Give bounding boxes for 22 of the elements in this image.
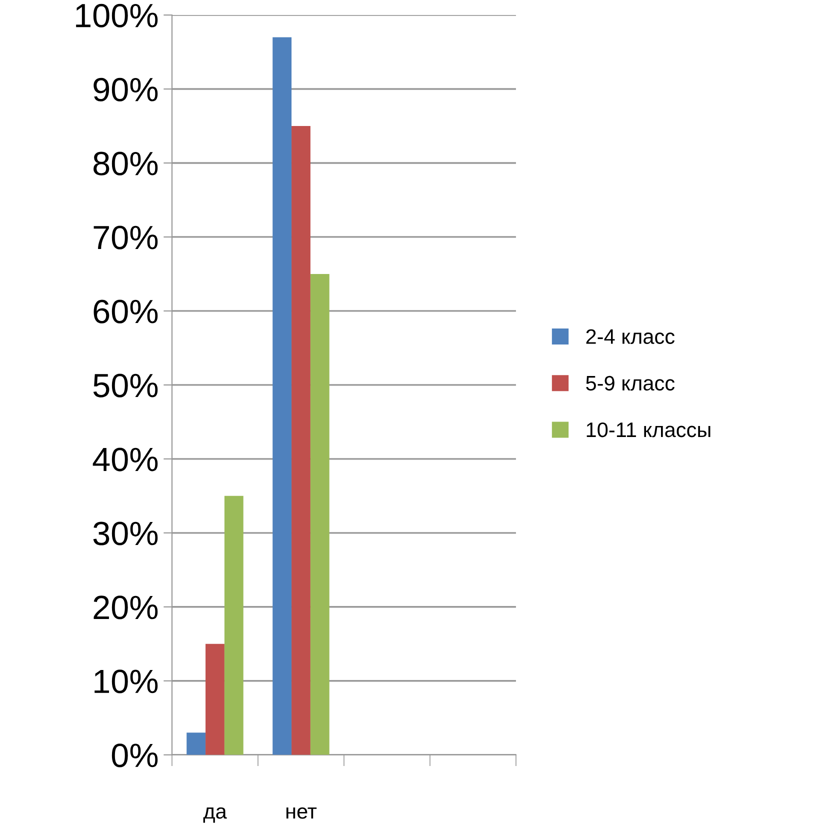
bar bbox=[186, 732, 206, 755]
y-tick-label: 30% bbox=[93, 522, 158, 546]
y-tick-label: 50% bbox=[93, 374, 158, 398]
y-tick-label: 100% bbox=[76, 4, 158, 28]
bar bbox=[310, 274, 330, 755]
y-tick-label: 80% bbox=[94, 152, 158, 176]
y-tick-label: 70% bbox=[94, 226, 158, 250]
y-tick-label: 20% bbox=[94, 596, 158, 620]
y-tick-label: 0% bbox=[112, 744, 158, 768]
bar bbox=[224, 496, 244, 755]
y-tick-label: 40% bbox=[92, 448, 158, 472]
bar bbox=[206, 644, 224, 755]
bar bbox=[292, 126, 310, 755]
legend-label: 10-11 классы bbox=[586, 422, 710, 438]
legend-label: 5-9 класс bbox=[586, 376, 675, 391]
x-tick-label: нет bbox=[286, 807, 317, 819]
y-tick-label: 90% bbox=[94, 78, 158, 102]
legend-label: 2-4 класс bbox=[586, 329, 675, 344]
bar bbox=[272, 37, 292, 755]
x-tick-label: да bbox=[203, 807, 227, 823]
y-tick-label: 10% bbox=[94, 670, 158, 694]
y-tick-label: 60% bbox=[94, 300, 158, 324]
